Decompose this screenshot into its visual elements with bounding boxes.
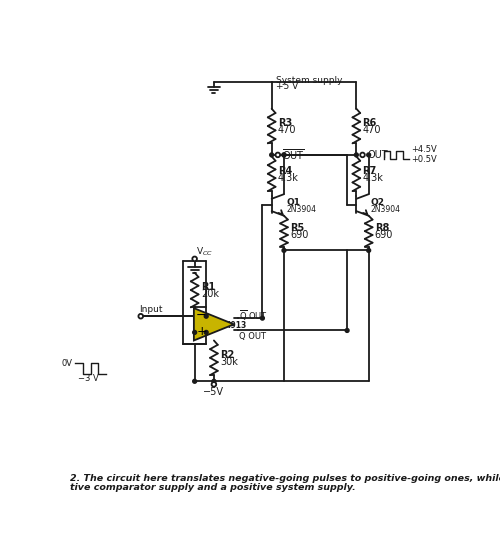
Circle shape <box>345 328 349 332</box>
Text: 470: 470 <box>278 125 296 135</box>
Text: tive comparator supply and a positive system supply.: tive comparator supply and a positive sy… <box>70 483 356 492</box>
Text: 2N3904: 2N3904 <box>371 205 401 214</box>
Text: 20k: 20k <box>201 289 219 299</box>
Text: Q OUT: Q OUT <box>240 332 266 341</box>
Text: −5V: −5V <box>204 387 225 397</box>
Text: 2. The circuit here translates negative-going pulses to positive-going ones, whi: 2. The circuit here translates negative-… <box>70 474 500 483</box>
Text: +: + <box>196 325 207 338</box>
Circle shape <box>212 379 216 383</box>
Polygon shape <box>194 308 234 341</box>
Text: R7: R7 <box>362 166 377 176</box>
Text: 690: 690 <box>375 230 393 240</box>
Text: 4.3k: 4.3k <box>362 173 384 182</box>
Text: R5: R5 <box>290 223 304 233</box>
Text: MAX913: MAX913 <box>211 321 246 330</box>
Text: R4: R4 <box>278 166 292 176</box>
Circle shape <box>360 153 365 157</box>
Circle shape <box>192 331 196 335</box>
Text: Q1: Q1 <box>286 198 300 207</box>
Text: V$_{CC}$: V$_{CC}$ <box>196 246 214 258</box>
Text: System supply: System supply <box>276 76 342 85</box>
Text: $\overline{\rm Q}$ OUT: $\overline{\rm Q}$ OUT <box>240 309 268 324</box>
Text: 470: 470 <box>362 125 381 135</box>
Text: Q2: Q2 <box>371 198 385 207</box>
Text: +4.5V: +4.5V <box>411 145 437 154</box>
Circle shape <box>276 153 280 157</box>
Text: R2: R2 <box>220 349 234 359</box>
Text: R6: R6 <box>362 118 377 128</box>
Text: 30k: 30k <box>220 357 238 367</box>
Text: R3: R3 <box>278 118 292 128</box>
Text: R1: R1 <box>201 282 215 292</box>
Text: +0.5V: +0.5V <box>411 155 437 164</box>
Circle shape <box>204 331 208 335</box>
Circle shape <box>192 379 196 383</box>
Circle shape <box>138 314 143 319</box>
Circle shape <box>260 316 264 320</box>
Text: R8: R8 <box>375 223 389 233</box>
Text: Input: Input <box>139 305 162 314</box>
Circle shape <box>282 153 286 157</box>
Text: OUT: OUT <box>367 150 388 160</box>
Text: 4.3k: 4.3k <box>278 173 298 182</box>
Circle shape <box>282 153 286 157</box>
Text: 2N3904: 2N3904 <box>286 205 316 214</box>
Text: −3 V: −3 V <box>78 374 98 383</box>
Circle shape <box>366 248 370 252</box>
Circle shape <box>204 314 208 318</box>
Text: +5 V: +5 V <box>276 82 298 91</box>
Text: 0V: 0V <box>62 359 73 368</box>
Circle shape <box>212 382 216 387</box>
Circle shape <box>192 257 197 261</box>
Circle shape <box>354 153 358 157</box>
Circle shape <box>366 153 370 157</box>
Text: −: − <box>196 309 206 322</box>
Circle shape <box>282 248 286 252</box>
Circle shape <box>270 153 274 157</box>
Text: $\overline{\rm OUT}$: $\overline{\rm OUT}$ <box>282 148 305 163</box>
Text: 690: 690 <box>290 230 308 240</box>
